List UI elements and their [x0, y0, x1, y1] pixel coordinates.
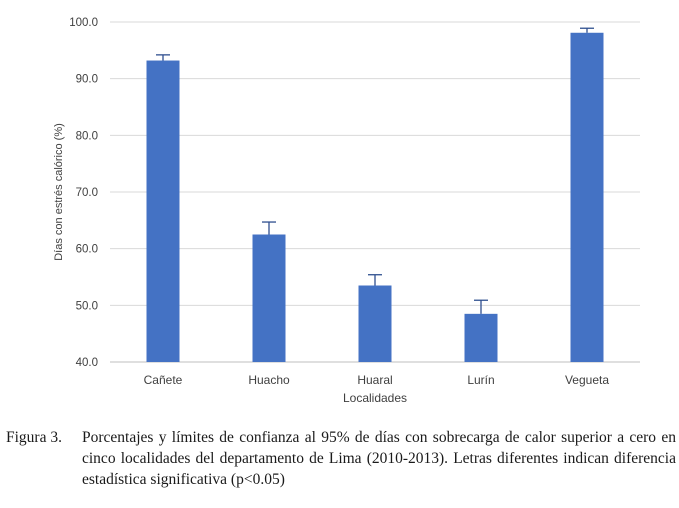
- y-tick-labels: 40.0 50.0 60.0 70.0 80.0 90.0 100.0: [69, 17, 98, 369]
- y-tick-label: 40.0: [76, 357, 98, 369]
- x-tick-label: Cañete: [144, 373, 183, 387]
- bar-chart: 40.0 50.0 60.0 70.0 80.0 90.0 100.0 Cañete Huac…: [53, 17, 640, 405]
- gridlines: [110, 21, 640, 363]
- x-tick-label: Huaral: [357, 373, 392, 387]
- y-tick-label: 80.0: [76, 130, 98, 142]
- x-tick-label: Lurín: [467, 373, 494, 387]
- x-tick-label: Huacho: [248, 373, 290, 387]
- y-axis-label: Días con estrés calórico (%): [53, 123, 65, 261]
- error-bars: [156, 27, 594, 314]
- bar: [464, 313, 498, 362]
- bar: [570, 32, 604, 363]
- y-tick-label: 90.0: [76, 74, 98, 86]
- y-tick-label: 60.0: [76, 244, 98, 256]
- x-tick-label: Vegueta: [565, 373, 609, 387]
- x-tick-labels: Cañete Huacho Huaral Lurín Vegueta: [144, 373, 610, 387]
- y-tick-label: 70.0: [76, 187, 98, 199]
- bar: [358, 285, 392, 362]
- bar: [146, 60, 180, 363]
- y-tick-label: 100.0: [69, 17, 98, 29]
- bars: [146, 32, 604, 363]
- bar: [252, 234, 286, 362]
- x-axis-label: Localidades: [343, 391, 407, 405]
- caption-label: Figura 3.: [6, 429, 62, 446]
- y-tick-label: 50.0: [76, 300, 98, 312]
- caption-text: Porcentajes y límites de confianza al 95…: [82, 429, 676, 488]
